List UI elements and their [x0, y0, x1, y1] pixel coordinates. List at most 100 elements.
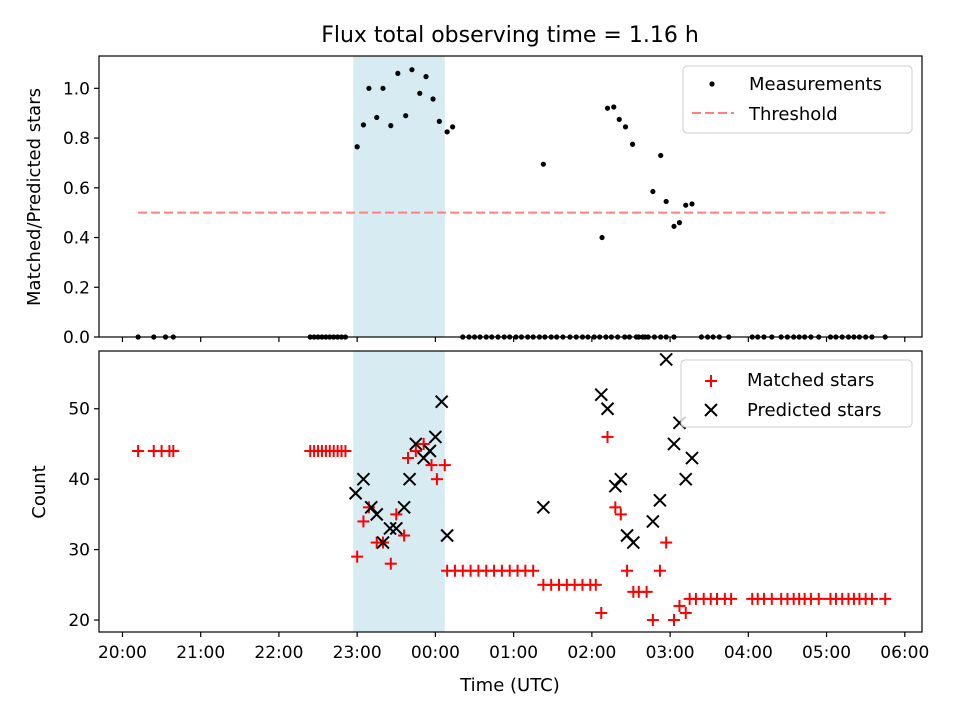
matched-stars-point: [595, 606, 608, 619]
matched-stars-point: [725, 592, 738, 605]
measurements-point: [395, 70, 401, 77]
matched-stars-point: [402, 452, 415, 465]
measurements-point: [360, 122, 367, 128]
measurements-point: [616, 116, 622, 123]
measurements-point: [604, 105, 611, 111]
measurements-point: [676, 220, 683, 226]
legend-matched-marker: [705, 375, 717, 387]
predicted-stars-point: [653, 493, 667, 508]
top-data-marks: [135, 67, 888, 340]
predicted-stars-point: [440, 528, 454, 543]
top-legend-box: [682, 65, 913, 134]
predicted-stars-point: [383, 521, 397, 536]
y-tick-label: 40: [68, 470, 90, 490]
predicted-stars-point: [434, 394, 449, 409]
x-tick-label: 22:00: [254, 643, 303, 663]
matched-stars-point: [438, 459, 451, 472]
matched-stars-point: [640, 585, 653, 598]
matched-stars-point: [653, 564, 666, 577]
measurements-point: [622, 124, 629, 130]
predicted-stars-point: [402, 472, 417, 486]
bottom-panel: 20 30 40 50 20:00 21:00 22:00 23:00 00:00 01:00 0…: [29, 350, 929, 696]
y-tick-label: 0.0: [63, 328, 90, 348]
measurements-point: [658, 152, 664, 159]
matched-stars-point: [357, 515, 370, 528]
predicted-stars-point: [608, 479, 623, 493]
legend-measurements-marker: [709, 81, 715, 87]
measurements-point: [540, 161, 546, 167]
matched-stars-point: [409, 445, 422, 458]
predicted-stars-point: [659, 352, 673, 367]
predicted-stars-point: [600, 402, 615, 416]
measurements-point: [388, 123, 394, 129]
matched-stars-point: [812, 592, 825, 605]
bottom-y-label: Count: [29, 465, 50, 518]
measurements-point: [689, 201, 695, 207]
x-tick-label: 06:00: [880, 643, 929, 663]
predicted-stars-point: [423, 444, 437, 458]
x-tick-label: 04:00: [724, 643, 773, 663]
predicted-stars-point: [376, 535, 390, 550]
y-tick-label: 30: [68, 541, 90, 561]
y-tick-label: 0.8: [63, 129, 90, 149]
measurements-point: [450, 124, 456, 130]
measurements-point: [611, 104, 617, 110]
matched-stars-point: [417, 437, 430, 450]
predicted-stars-point: [536, 500, 551, 515]
predicted-stars-point: [348, 486, 363, 500]
legend-predicted-marker: [704, 403, 718, 417]
matched-stars-point: [384, 557, 397, 570]
predicted-stars-point: [646, 514, 660, 529]
matched-stars-point: [167, 445, 180, 458]
measurements-point: [436, 118, 442, 125]
x-tick-label: 02:00: [567, 643, 616, 663]
measurements-point: [683, 202, 689, 208]
x-tick-label: 23:00: [333, 643, 382, 663]
x-tick-label: 05:00: [802, 643, 851, 663]
y-tick-label: 50: [68, 400, 90, 420]
measurements-point: [629, 141, 636, 147]
y-tick-label: 0.4: [63, 229, 90, 249]
bottom-x-label: Time (UTC): [459, 675, 560, 696]
legend-threshold-label: Threshold: [748, 104, 838, 125]
measurements-point: [671, 223, 677, 229]
measurements-point: [366, 85, 372, 91]
predicted-stars-point: [679, 472, 693, 486]
top-legend: Measurements Threshold: [682, 65, 913, 134]
measurements-point: [599, 234, 605, 241]
predicted-stars-point: [409, 437, 423, 451]
matched-stars-point: [132, 445, 145, 458]
top-y-axis: 0.0 0.2 0.4 0.6 0.8 1.0: [63, 79, 99, 348]
matched-stars-point: [398, 529, 411, 542]
matched-stars-point: [527, 564, 540, 577]
matched-stars-point: [589, 578, 602, 591]
measurements-point: [380, 85, 386, 91]
top-highlight-span: [353, 56, 445, 337]
legend-predicted-label: Predicted stars: [747, 400, 881, 421]
y-tick-label: 0.6: [63, 179, 90, 199]
matched-stars-point: [865, 592, 878, 605]
bottom-legend: Matched stars Predicted stars: [680, 359, 913, 428]
matched-stars-point: [614, 508, 627, 521]
matched-stars-point: [668, 614, 681, 627]
measurements-point: [417, 90, 423, 96]
y-tick-label: 1.0: [63, 79, 90, 99]
predicted-stars-point: [364, 500, 378, 515]
measurements-point: [444, 129, 450, 135]
predicted-stars-point: [356, 472, 371, 486]
predicted-stars-point: [614, 472, 628, 486]
x-tick-label: 00:00: [411, 643, 460, 663]
matched-stars-point: [679, 606, 692, 619]
matched-stars-point: [390, 508, 403, 521]
measurements-point: [354, 144, 360, 150]
x-tick-label: 21:00: [176, 643, 225, 663]
matched-stars-point: [609, 501, 622, 514]
y-tick-label: 20: [68, 611, 90, 631]
measurements-point: [409, 67, 415, 73]
matched-stars-point: [660, 536, 673, 549]
predicted-stars-point: [626, 535, 641, 550]
predicted-stars-point: [594, 387, 608, 402]
predicted-stars-point: [397, 500, 411, 515]
predicted-stars-point: [370, 507, 384, 522]
